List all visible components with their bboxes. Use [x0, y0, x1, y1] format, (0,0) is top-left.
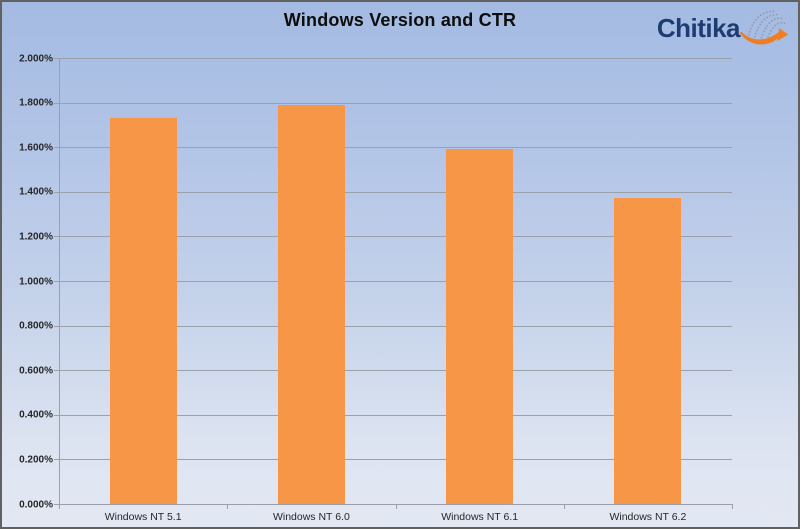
y-axis-tick: [54, 504, 59, 505]
x-axis-tick: [395, 504, 397, 509]
gridline: [59, 459, 732, 461]
y-tick-label: 0.200%: [19, 454, 53, 466]
y-axis-tick: [54, 281, 59, 282]
gridline: [59, 281, 732, 282]
gridline: [59, 370, 732, 372]
x-axis-category-label: Windows NT 6.1: [441, 511, 519, 523]
chitika-logo: Chitika: [657, 7, 792, 49]
gridline: [59, 325, 732, 327]
x-axis-tick: [59, 504, 60, 509]
y-tick-label: 2.000%: [19, 53, 53, 64]
y-tick-label: 1.600%: [19, 142, 53, 154]
y-axis-tick: [54, 191, 59, 193]
y-axis-tick: [54, 459, 59, 461]
y-axis-tick: [54, 370, 59, 372]
y-axis-tick: [54, 236, 59, 238]
x-axis-category-label: Windows NT 5.1: [104, 511, 182, 523]
x-axis-category-label: Windows NT 6.2: [609, 511, 687, 523]
y-tick-label: 1.000%: [19, 276, 53, 287]
bar-windows-nt-6.0: [277, 104, 345, 504]
y-tick-label: 1.200%: [19, 231, 53, 243]
x-axis-tick: [227, 504, 229, 509]
y-axis-tick: [54, 147, 59, 149]
gridline: [59, 58, 732, 59]
x-axis-tick: [732, 504, 733, 509]
y-tick-label: 0.800%: [19, 320, 53, 332]
y-axis-line: [59, 58, 60, 504]
y-tick-label: 0.400%: [19, 409, 53, 421]
gridline: [59, 102, 732, 104]
chart-title: Windows Version and CTR: [283, 10, 517, 30]
gridline: [59, 414, 732, 416]
bar-windows-nt-6.2: [614, 198, 682, 504]
y-tick-label: 0.000%: [19, 499, 53, 510]
chitika-logo-text: Chitika: [656, 12, 741, 43]
logo-swoosh-icon: [739, 10, 789, 45]
bar-windows-nt-5.1: [109, 118, 177, 504]
y-axis-tick: [54, 414, 59, 416]
x-axis-tick: [563, 504, 565, 509]
y-axis-tick: [54, 325, 59, 327]
x-axis-category-label: Windows NT 6.0: [272, 511, 350, 523]
y-tick-label: 0.600%: [19, 365, 53, 377]
y-tick-label: 1.400%: [19, 186, 53, 198]
y-tick-label: 1.800%: [19, 97, 53, 109]
y-axis-tick: [54, 58, 59, 59]
gridline: [59, 191, 732, 193]
gridline: [59, 236, 732, 238]
bar-windows-nt-6.1: [446, 149, 514, 504]
y-axis-tick: [54, 102, 59, 104]
gridline: [59, 147, 732, 149]
